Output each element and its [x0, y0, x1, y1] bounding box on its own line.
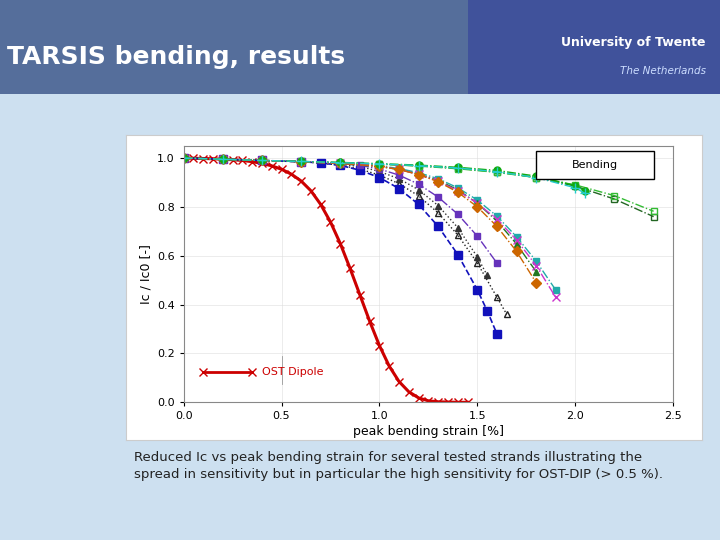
- X-axis label: peak bending strain [%]: peak bending strain [%]: [353, 426, 504, 438]
- Text: Reduced Ic vs peak bending strain for several tested strands illustrating the
sp: Reduced Ic vs peak bending strain for se…: [134, 451, 663, 481]
- Text: The Netherlands: The Netherlands: [620, 66, 706, 76]
- Text: Bending: Bending: [572, 160, 618, 170]
- Text: OST Dipole: OST Dipole: [262, 367, 323, 376]
- Text: TARSIS bending, results: TARSIS bending, results: [7, 45, 346, 69]
- Text: University of Twente: University of Twente: [561, 36, 706, 49]
- FancyBboxPatch shape: [536, 151, 654, 179]
- Y-axis label: Ic / Ic0 [-]: Ic / Ic0 [-]: [140, 244, 153, 304]
